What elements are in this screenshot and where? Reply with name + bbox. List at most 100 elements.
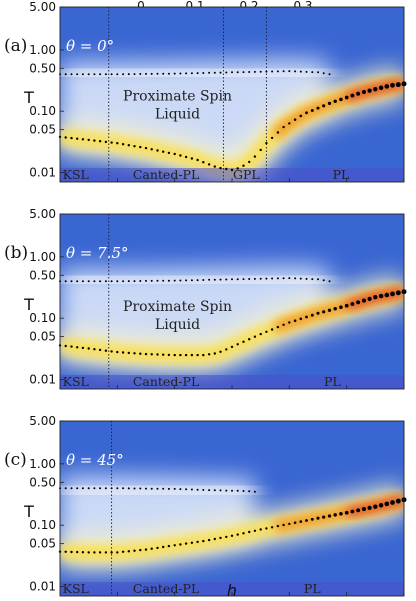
- panel-c: 5.00 1.00 0.50 0.10 0.05 0.01 T (c) θ = 45° KSL Ca…: [4, 414, 407, 597]
- data-point: [225, 167, 228, 171]
- data-point: [104, 73, 107, 76]
- data-point: [305, 519, 308, 522]
- data-point: [282, 323, 285, 326]
- data-point: [196, 488, 199, 491]
- data-point: [384, 292, 390, 298]
- data-point: [253, 490, 256, 493]
- data-point: [64, 487, 67, 490]
- data-point: [213, 278, 216, 281]
- data-point: [190, 72, 193, 75]
- y-tick-label: 0.01: [29, 580, 56, 594]
- data-point: [231, 71, 233, 74]
- data-point: [116, 280, 119, 283]
- data-point: [104, 140, 108, 144]
- data-point: [99, 73, 102, 76]
- data-point: [81, 138, 85, 141]
- data-point: [167, 151, 171, 155]
- data-point: [150, 148, 153, 151]
- data-point: [322, 310, 326, 314]
- panel-label: (a): [4, 36, 27, 56]
- data-point: [196, 353, 199, 357]
- data-point: [294, 70, 297, 73]
- data-point: [185, 488, 188, 491]
- data-point: [116, 551, 119, 554]
- data-point: [202, 539, 205, 543]
- psl-label: Liquid: [155, 317, 200, 333]
- data-point: [265, 70, 268, 73]
- data-point: [208, 278, 211, 281]
- data-point: [70, 345, 73, 348]
- data-point: [133, 549, 136, 552]
- data-point: [173, 487, 176, 490]
- data-point: [356, 300, 361, 305]
- y-tick-label: 5.00: [29, 207, 56, 221]
- data-point: [139, 548, 142, 552]
- data-point: [116, 487, 119, 490]
- data-point: [367, 88, 372, 93]
- data-point: [230, 345, 234, 349]
- data-point: [87, 138, 90, 142]
- data-point: [328, 280, 331, 283]
- data-point: [127, 144, 130, 147]
- data-point: [259, 332, 262, 336]
- data-point: [225, 489, 228, 492]
- data-point: [76, 137, 79, 140]
- data-point: [373, 504, 378, 509]
- data-point: [190, 488, 193, 491]
- data-point: [87, 280, 90, 283]
- data-point: [150, 487, 153, 490]
- data-point: [248, 338, 251, 341]
- y-tick-label: 0.50: [29, 268, 56, 282]
- data-point: [179, 279, 182, 282]
- data-point: [333, 99, 337, 104]
- data-point: [299, 317, 303, 321]
- data-point: [344, 510, 349, 515]
- data-point: [184, 155, 188, 159]
- data-point: [344, 303, 349, 308]
- data-point: [293, 319, 297, 322]
- data-point: [162, 150, 165, 153]
- data-point: [242, 278, 245, 281]
- data-point: [253, 155, 257, 158]
- psl-label: Liquid: [155, 106, 200, 122]
- data-point: [270, 136, 274, 140]
- data-point: [202, 72, 205, 74]
- data-point: [333, 306, 337, 311]
- data-point: [144, 548, 148, 551]
- y-tick-label: 0.50: [29, 475, 56, 489]
- data-point: [213, 537, 216, 541]
- data-point: [356, 91, 361, 96]
- data-point: [93, 280, 96, 283]
- colorbar-tick-label: 0: [137, 0, 145, 13]
- data-point: [265, 330, 268, 333]
- data-point: [133, 352, 136, 355]
- data-point: [133, 487, 136, 490]
- data-point: [282, 125, 285, 129]
- y-tick-label: 0.10: [29, 104, 56, 118]
- data-point: [327, 101, 332, 106]
- data-point: [110, 280, 113, 283]
- data-point: [162, 72, 165, 75]
- data-point: [122, 73, 125, 76]
- data-point: [127, 351, 130, 355]
- data-point: [122, 280, 125, 283]
- data-point: [384, 501, 390, 507]
- data-point: [333, 513, 337, 517]
- data-point: [242, 71, 245, 74]
- y-tick-label: 0.10: [29, 311, 56, 325]
- data-point: [70, 136, 73, 140]
- data-point: [288, 70, 291, 73]
- data-point: [248, 71, 251, 73]
- data-point: [311, 278, 314, 281]
- data-point: [299, 114, 303, 118]
- data-point: [116, 73, 119, 76]
- psl-label: Proximate Spin: [123, 299, 232, 315]
- data-point: [327, 308, 332, 312]
- y-tick-label: 0.01: [29, 373, 56, 387]
- data-point: [87, 347, 90, 350]
- data-point: [184, 542, 188, 545]
- data-point: [150, 353, 153, 356]
- data-point: [150, 279, 153, 282]
- data-point: [127, 73, 130, 76]
- data-point: [322, 279, 325, 282]
